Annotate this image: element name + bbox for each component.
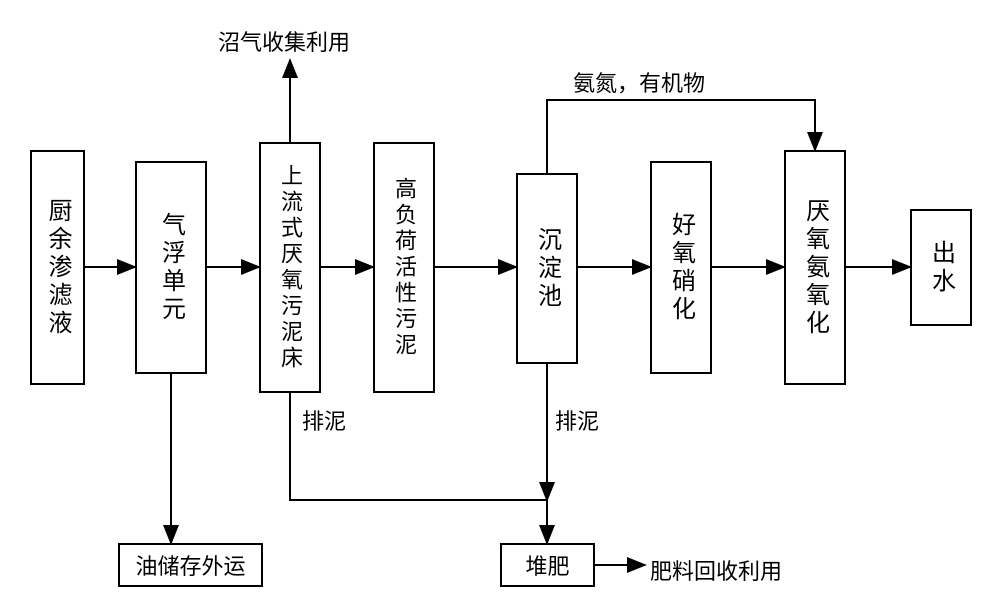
node-uasb: 上流式厌氧污泥床 [259, 142, 321, 393]
label-fertilizer: 肥料回收利用 [650, 554, 782, 586]
node-label: 好氧硝化 [664, 212, 699, 324]
label-sludge-2: 排泥 [555, 404, 599, 436]
node-label: 气浮单元 [154, 212, 189, 324]
node-label: 厨余渗滤液 [40, 198, 75, 338]
node-label: 上流式厌氧污泥床 [274, 164, 306, 372]
node-label: 堆肥 [525, 549, 569, 581]
node-compost: 堆肥 [500, 543, 595, 587]
node-high-load-sludge: 高负荷活性污泥 [373, 142, 435, 393]
node-aerobic-nitrification: 好氧硝化 [650, 161, 712, 374]
node-sedimentation: 沉淀池 [516, 173, 578, 364]
node-label: 出水 [924, 240, 959, 296]
node-anammox: 厌氧氨氧化 [784, 150, 846, 385]
label-biogas: 沼气收集利用 [218, 25, 350, 57]
node-label: 油储存外运 [135, 549, 245, 581]
node-label: 沉淀池 [530, 227, 565, 311]
node-flotation-unit: 气浮单元 [135, 161, 207, 374]
node-label: 高负荷活性污泥 [388, 177, 420, 359]
node-label: 厌氧氨氧化 [798, 198, 833, 338]
node-effluent: 出水 [910, 209, 972, 326]
label-sludge-1: 排泥 [302, 404, 346, 436]
node-oil-storage: 油储存外运 [118, 543, 263, 587]
label-ammonia-organic: 氨氮，有机物 [573, 66, 705, 98]
node-kitchen-leachate: 厨余渗滤液 [30, 150, 85, 385]
